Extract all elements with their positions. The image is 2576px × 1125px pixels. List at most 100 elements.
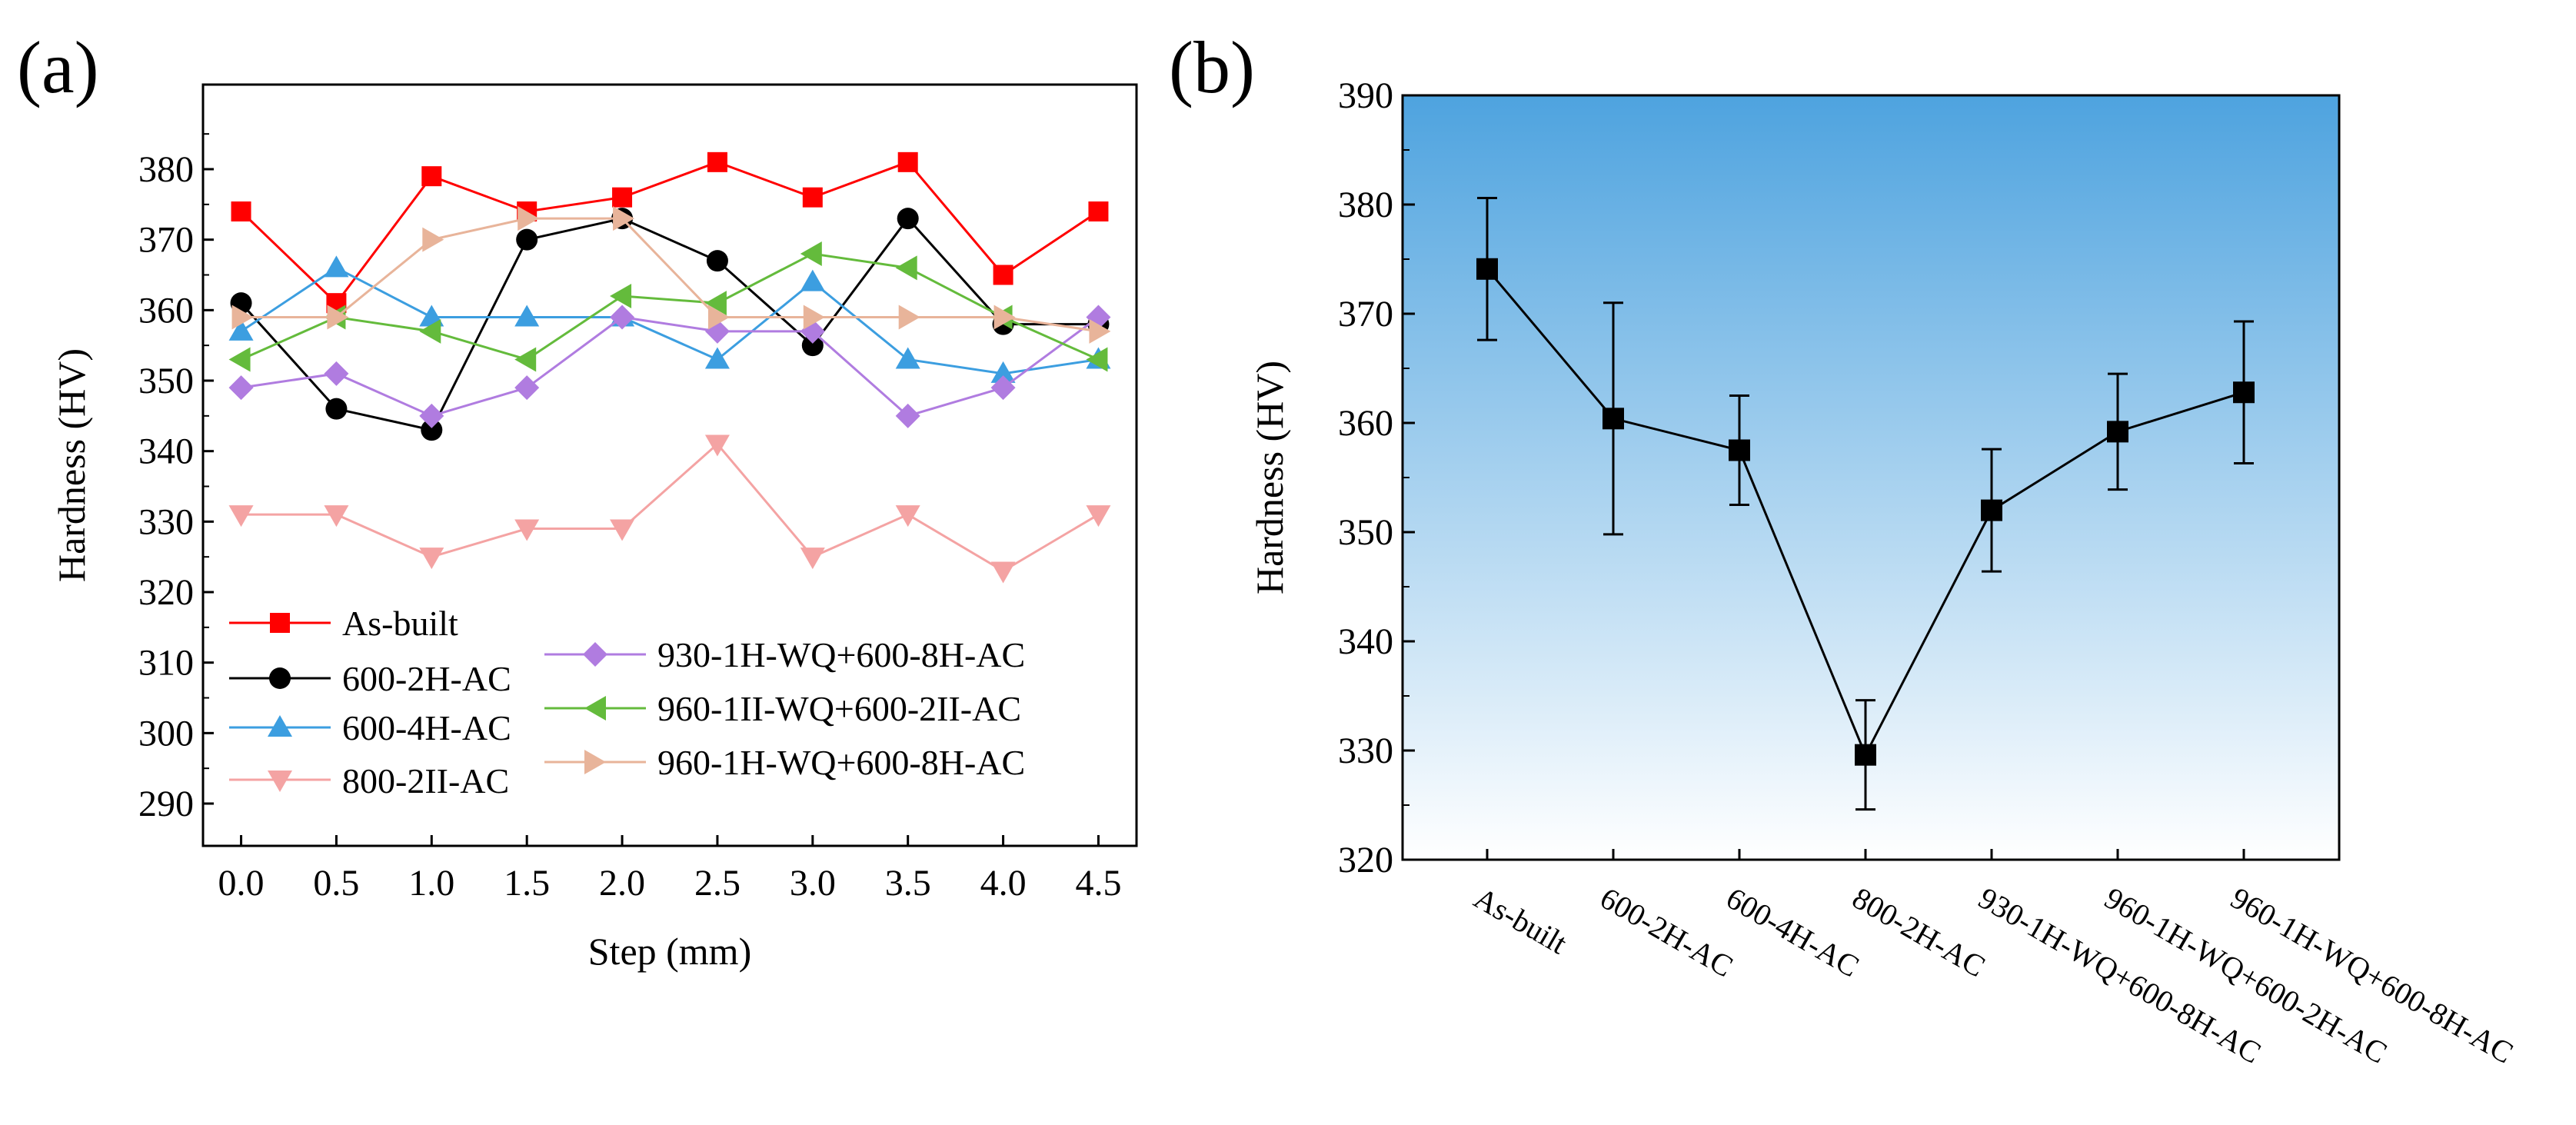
data-point <box>1855 744 1876 766</box>
data-point <box>514 347 537 372</box>
data-point <box>707 151 727 172</box>
legend-label-930: 930-1H-WQ+600-8H-AC <box>657 635 1025 674</box>
panel-b-frame <box>1401 94 2341 861</box>
triangle-up-marker-icon <box>268 715 292 737</box>
data-point <box>1086 505 1111 528</box>
panel-a-legend: As-built 600-2H-AC 600-4H-AC 800-2II-AC … <box>229 604 1025 800</box>
data-point <box>895 255 917 281</box>
data-point <box>228 347 251 372</box>
panel-a-y-tick-label: 350 <box>138 361 194 401</box>
series-line <box>240 216 1099 431</box>
panel-b-y-tick-label: 380 <box>1338 185 1393 225</box>
data-point <box>704 291 727 316</box>
panel-a-x-tick-label: 1.0 <box>408 863 454 904</box>
data-point <box>990 561 1016 584</box>
panel-a-x-tick-label: 1.5 <box>504 863 550 904</box>
data-point <box>514 305 540 327</box>
series-line <box>240 266 1099 375</box>
triangle-left-marker-icon <box>584 696 606 721</box>
data-point <box>324 361 349 386</box>
data-point <box>897 151 918 172</box>
data-point <box>231 305 254 330</box>
panel-b-x-tick-label: 600-4H-AC <box>1721 880 1865 984</box>
series-line <box>241 217 1099 333</box>
panel-b-y-tick-label: 330 <box>1338 731 1393 771</box>
legend-item-960-2h: 960-1II-WQ+600-2II-AC <box>544 689 1021 728</box>
data-point <box>2233 381 2255 404</box>
legend-item-600-2h-ac: 600-2H-AC <box>229 659 511 698</box>
data-point <box>803 305 825 330</box>
panel-a-x-tick-label: 3.0 <box>790 863 836 904</box>
panel-a-x-tick-label: 2.5 <box>694 863 741 904</box>
diamond-marker-icon <box>583 642 607 667</box>
panel-a: 0.0 0.5 1.0 1.5 2.0 2.5 3.0 3.5 4.0 4.5 290 300 310 3… <box>138 133 1121 904</box>
panel-a-x-tick-label: 3.5 <box>885 863 931 904</box>
panel-a-x-tick-label: 0.0 <box>218 863 265 904</box>
data-point <box>228 505 254 528</box>
panel-b-x-tick-label: 800-2H-AC <box>1847 880 1992 984</box>
data-point <box>801 335 824 357</box>
data-point <box>324 255 349 278</box>
data-point <box>800 269 825 291</box>
data-point <box>421 419 443 441</box>
data-point <box>800 241 822 266</box>
series-line <box>240 161 1100 305</box>
panel-a-y-tick-label: 340 <box>138 431 194 472</box>
panel-a-y-axis-label: Hardness (HV) <box>50 348 93 582</box>
panel-a-x-tick-label: 0.5 <box>313 863 359 904</box>
panel-b-y-tick-label: 370 <box>1338 294 1393 335</box>
panel-a-x-axis-label: Step (mm) <box>588 930 751 973</box>
data-point <box>895 403 920 428</box>
legend-item-930: 930-1H-WQ+600-8H-AC <box>544 635 1025 674</box>
data-point <box>802 187 823 208</box>
data-point <box>1476 258 1498 280</box>
series-line <box>240 252 1100 361</box>
panel-a-x-tick-label: 4.0 <box>980 863 1027 904</box>
legend-item-as-built: As-built <box>229 604 458 643</box>
panel-a-x-tick-label: 4.5 <box>1075 863 1121 904</box>
data-point <box>610 519 635 541</box>
panel-b-y-tick-label: 340 <box>1338 621 1393 662</box>
data-point <box>421 166 442 187</box>
data-point <box>514 375 540 401</box>
panel-b-label: (b) <box>1169 26 1255 108</box>
data-point <box>1089 318 1111 344</box>
data-point <box>327 305 349 330</box>
panel-a-y-tick-label: 380 <box>138 149 194 190</box>
data-point <box>613 206 635 231</box>
triangle-down-marker-icon <box>268 771 292 792</box>
panel-b-x-tick-label: As-built <box>1469 880 1573 961</box>
data-point <box>1086 347 1108 372</box>
panel-b-y-tick-label: 350 <box>1338 512 1393 553</box>
panel-b-x-tick-label: 600-2H-AC <box>1595 880 1739 984</box>
panel-a-y-tick-label: 300 <box>138 713 194 754</box>
legend-item-600-4h-ac: 600-4H-AC <box>229 708 511 747</box>
series-line <box>241 442 1100 573</box>
panel-b-y-tick-label: 320 <box>1338 840 1393 880</box>
panel-a-x-tick-label: 2.0 <box>599 863 645 904</box>
data-point <box>993 265 1013 285</box>
legend-item-800-2h-ac: 800-2II-AC <box>229 761 509 800</box>
panel-a-frame <box>201 83 1138 847</box>
data-point <box>895 347 920 369</box>
data-point <box>419 403 444 428</box>
data-point <box>422 227 444 252</box>
legend-label-960-8h: 960-1H-WQ+600-8H-AC <box>657 743 1025 782</box>
panel-b-y-axis-label: Hardness (HV) <box>1248 361 1291 594</box>
data-point <box>1729 439 1750 461</box>
panel-b-y-tick-label: 360 <box>1338 403 1393 444</box>
data-point <box>990 361 1016 383</box>
data-point <box>516 228 538 251</box>
data-point <box>704 434 730 457</box>
data-point <box>706 250 728 272</box>
panel-b-background <box>1403 95 2339 860</box>
data-point <box>612 187 633 208</box>
panel-a-y-tick-label: 290 <box>138 784 194 824</box>
data-point <box>518 206 540 231</box>
panel-b-y-tick-label: 390 <box>1338 75 1393 116</box>
panel-a-y-tick-label: 330 <box>138 501 194 542</box>
legend-item-960-8h: 960-1H-WQ+600-8H-AC <box>544 743 1025 782</box>
data-point <box>228 375 254 401</box>
data-point <box>707 305 730 330</box>
legend-label-960-2h: 960-1II-WQ+600-2II-AC <box>657 689 1021 728</box>
